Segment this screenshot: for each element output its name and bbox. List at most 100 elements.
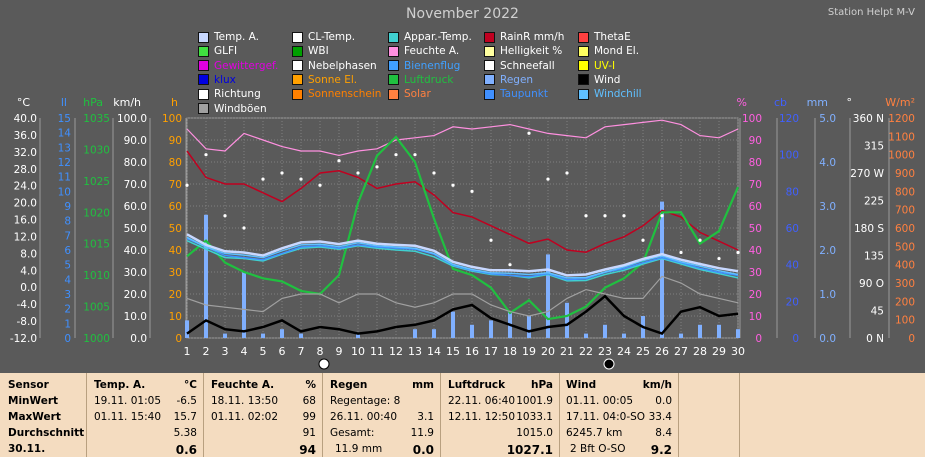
legend-item[interactable]: Appar.-Temp. <box>388 31 472 43</box>
tick-cb: 20 <box>786 296 799 308</box>
temp-avg: 5.38 <box>173 427 197 439</box>
legend-label: Taupunkt <box>500 88 548 101</box>
wind-distance: 6245.7 km <box>566 427 623 439</box>
tick-solar: 1000 <box>888 150 915 162</box>
legend-item[interactable]: UV-I <box>578 60 615 72</box>
wind-max-time: 17.11. 04:0-SO <box>566 411 646 423</box>
tick-solar: 500 <box>895 241 915 253</box>
legend-item[interactable]: Sonne El. <box>292 74 357 86</box>
legend-item[interactable]: RainR mm/h <box>484 31 564 43</box>
legend-item[interactable]: Regen <box>484 74 533 86</box>
hum-unit: % <box>305 379 316 391</box>
legend-label: ThetaE <box>594 31 631 43</box>
legend-label: Luftdruck <box>404 73 454 86</box>
series-humidity <box>186 119 739 157</box>
wind-direction-dot <box>185 183 189 187</box>
tick-ll: 11 <box>58 172 71 184</box>
tick-solar: 400 <box>895 260 915 272</box>
tick-temp: 28.0 <box>14 164 37 176</box>
legend-item[interactable]: Taupunkt <box>484 88 548 100</box>
tick-ll: 3 <box>64 289 71 301</box>
axis-unit-wind: km/h <box>113 96 141 109</box>
tick-wind: 40.0 <box>124 245 147 257</box>
legend-item[interactable]: Gewittergef. <box>198 60 278 72</box>
wind-unit: km/h <box>642 379 672 391</box>
tick-cb: 60 <box>786 223 799 235</box>
tick-pct: 70 <box>749 179 762 191</box>
wind-direction-dot <box>622 214 626 218</box>
tick-solar: 200 <box>895 296 915 308</box>
legend-label: Richtung <box>214 88 261 101</box>
legend-item[interactable]: Nebelphasen <box>292 60 377 72</box>
legend-item[interactable]: CL-Temp. <box>292 31 355 43</box>
legend-item[interactable]: Richtung <box>198 88 261 100</box>
wind-direction-dot <box>299 177 303 181</box>
legend-item[interactable]: Schneefall <box>484 60 555 72</box>
tick-h: 80 <box>169 157 182 169</box>
col-pressure: Luftdruck hPa 22.11. 06:40 1001.9 12.11.… <box>441 373 560 457</box>
legend-swatch <box>388 88 399 100</box>
x-tick-label: 27 <box>674 345 688 358</box>
legend-swatch <box>198 74 209 86</box>
legend-swatch <box>578 74 589 86</box>
wind-avg: 8.4 <box>655 427 672 439</box>
tick-pct: 80 <box>749 157 762 169</box>
legend-label: Windböen <box>214 102 267 115</box>
tick-mm: 0.0 <box>819 333 836 345</box>
legend-label: Helligkeit % <box>500 45 563 58</box>
x-tick-label: 24 <box>617 345 631 358</box>
tick-wind: 80.0 <box>124 157 147 169</box>
wind-current: 9.2 <box>650 443 672 457</box>
tick-pct: 30 <box>749 267 762 279</box>
tick-temp: 40.0 <box>14 113 37 125</box>
tick-pct: 60 <box>749 201 762 213</box>
chart-title: November 2022 <box>406 6 519 22</box>
legend-item[interactable]: Sonnenschein <box>292 88 381 100</box>
x-tick-label: 18 <box>503 345 517 358</box>
x-tick-label: 6 <box>279 345 286 358</box>
legend-swatch <box>198 103 209 114</box>
rain-bar <box>698 324 702 338</box>
legend-label: Mond El. <box>594 45 640 58</box>
legend-item[interactable]: Mond El. <box>578 45 639 57</box>
rain-header: Regen <box>330 379 368 391</box>
tick-ll: 9 <box>64 201 71 213</box>
legend-item[interactable]: klux <box>198 74 236 86</box>
x-tick-label: 26 <box>655 345 669 358</box>
legend-item[interactable]: Temp. A. <box>198 31 259 43</box>
legend-item[interactable]: GLFI <box>198 45 237 57</box>
rain-bar <box>470 324 474 338</box>
legend-item[interactable]: Bienenflug <box>388 60 460 72</box>
legend-item[interactable]: Helligkeit % <box>484 45 562 57</box>
legend-item[interactable]: Luftdruck <box>388 74 453 86</box>
tick-ll: 0 <box>64 333 71 345</box>
legend-label: Windchill <box>594 88 642 101</box>
tick-ll: 5 <box>64 260 71 272</box>
x-tick-label: 16 <box>465 345 479 358</box>
wind-direction-dot <box>280 171 284 175</box>
legend-item[interactable]: Wind <box>578 74 620 86</box>
legend-swatch <box>388 74 399 86</box>
legend-item[interactable]: Windböen <box>198 103 267 115</box>
legend-label: Wind <box>594 73 621 86</box>
tick-ll: 8 <box>64 216 71 228</box>
axis-unit-solar: W/m² <box>885 96 915 109</box>
full-moon-icon <box>318 358 330 370</box>
rain-bar <box>413 329 417 338</box>
legend-item[interactable]: Solar <box>388 88 431 100</box>
x-tick-label: 7 <box>298 345 305 358</box>
tick-solar: 1200 <box>888 113 915 125</box>
legend-swatch <box>292 60 303 72</box>
wind-direction-dot <box>584 214 588 218</box>
press-header: Luftdruck <box>448 379 506 391</box>
wind-direction-dot <box>413 153 417 157</box>
legend-item[interactable]: Windchill <box>578 88 642 100</box>
legend-item[interactable]: WBI <box>292 45 329 57</box>
hum-min: 68 <box>302 395 316 407</box>
series-temp <box>186 233 739 277</box>
legend-item[interactable]: Feuchte A. <box>388 45 459 57</box>
legend-item[interactable]: ThetaE <box>578 31 631 43</box>
rain-bar <box>736 329 740 338</box>
tick-wind: 100.0 <box>117 113 147 125</box>
tick-h: 100 <box>162 113 182 125</box>
